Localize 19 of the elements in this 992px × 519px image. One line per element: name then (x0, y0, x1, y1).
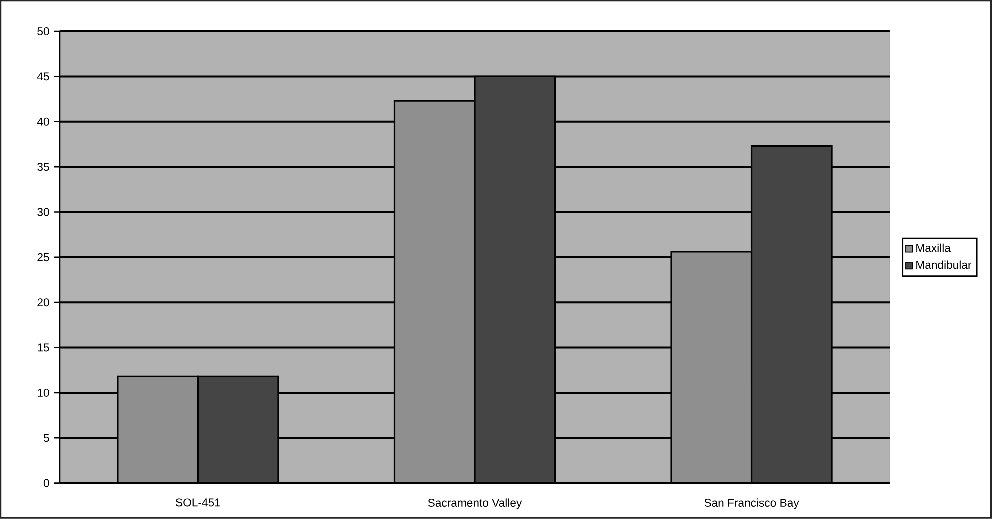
x-tick-label: San Francisco Bay (704, 498, 800, 510)
x-tick-label: Sacramento Valley (428, 498, 522, 510)
bar (475, 76, 556, 484)
legend-label: Mandibular (916, 260, 972, 270)
y-tick-label: 35 (38, 163, 50, 172)
bar (198, 376, 278, 484)
y-tick-label: 10 (38, 389, 50, 398)
y-tick-label: 50 (38, 28, 50, 36)
bar (670, 251, 753, 484)
y-tick-label: 20 (38, 298, 50, 307)
legend-label: Maxilla (916, 244, 951, 252)
x-tick-label: SOL-451 (176, 498, 220, 507)
y-tick-label: 5 (44, 434, 50, 442)
y-tick-label: 45 (37, 72, 50, 81)
y-tick-label: 30 (38, 208, 50, 216)
y-tick-label: 40 (37, 118, 50, 126)
y-tick-label: 15 (38, 344, 50, 352)
y-tick-label: 25 (38, 254, 50, 262)
y-tick-label: 0 (44, 479, 50, 488)
